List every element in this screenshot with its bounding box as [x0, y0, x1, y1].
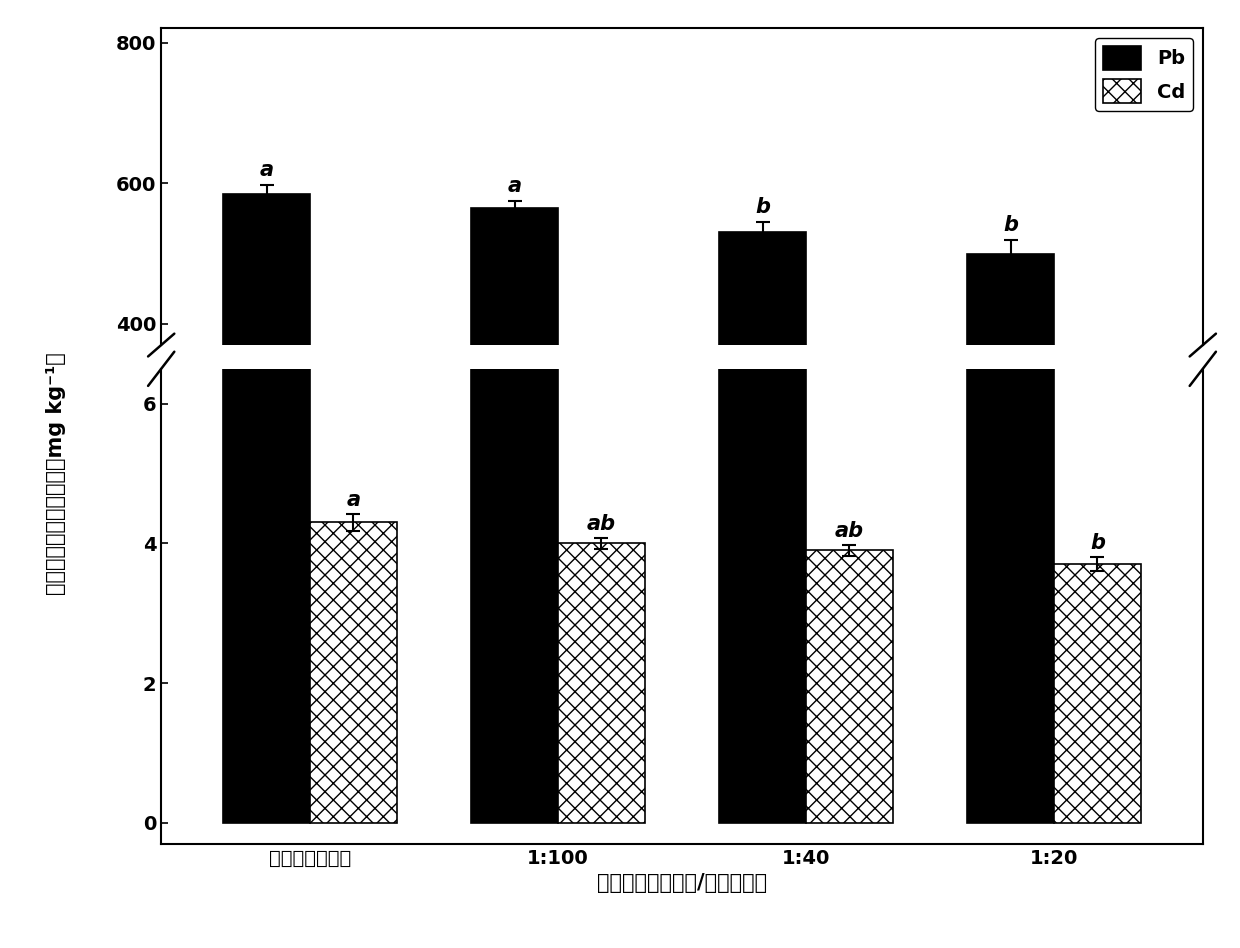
Bar — [558, 543, 645, 823]
X-axis label: 生物炭施用量（炭/土重量比）: 生物炭施用量（炭/土重量比） — [596, 873, 768, 893]
Text: ab: ab — [835, 520, 864, 540]
Bar — [471, 0, 558, 823]
Text: b: b — [1090, 533, 1105, 554]
Text: a: a — [346, 490, 361, 510]
Bar — [471, 208, 558, 606]
Text: ab: ab — [587, 514, 616, 534]
Bar — [719, 232, 806, 606]
Bar — [310, 602, 397, 606]
Text: b: b — [1003, 214, 1018, 234]
Bar — [223, 193, 310, 606]
Bar — [967, 0, 1054, 823]
Text: b: b — [755, 197, 770, 217]
Text: 土壤重金属有效态含量（mg kg⁻¹）: 土壤重金属有效态含量（mg kg⁻¹） — [46, 353, 66, 595]
Legend: Pb, Cd: Pb, Cd — [1095, 38, 1193, 111]
Bar — [1054, 603, 1141, 606]
Bar — [1054, 564, 1141, 823]
Bar — [310, 522, 397, 823]
Bar — [719, 0, 806, 823]
Bar — [223, 0, 310, 823]
Bar — [558, 603, 645, 606]
Text: a: a — [259, 160, 274, 180]
Bar — [806, 551, 893, 823]
Bar — [967, 253, 1054, 606]
Text: a: a — [507, 176, 522, 196]
Bar — [806, 603, 893, 606]
